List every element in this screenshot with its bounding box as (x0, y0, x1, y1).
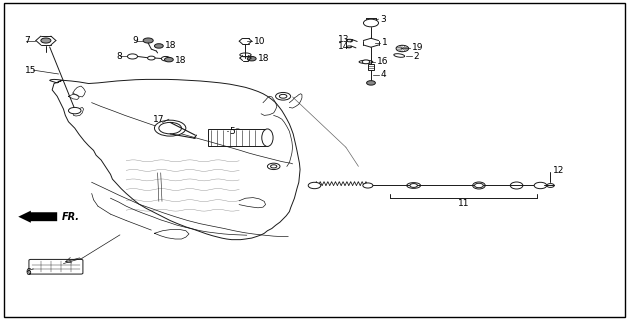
Text: 11: 11 (458, 198, 469, 207)
Circle shape (270, 165, 277, 168)
Ellipse shape (231, 129, 244, 147)
Text: 12: 12 (553, 166, 564, 175)
Text: 13: 13 (338, 35, 350, 44)
Circle shape (363, 183, 373, 188)
Circle shape (41, 38, 51, 43)
Ellipse shape (394, 54, 404, 57)
Text: 18: 18 (175, 56, 187, 65)
Text: 15: 15 (25, 66, 36, 75)
Ellipse shape (262, 129, 273, 147)
Ellipse shape (347, 46, 352, 48)
Ellipse shape (472, 182, 485, 189)
Ellipse shape (347, 39, 353, 42)
FancyBboxPatch shape (368, 64, 374, 70)
Text: 9: 9 (133, 36, 138, 45)
Text: 1: 1 (382, 38, 388, 47)
FancyArrow shape (18, 211, 57, 223)
Circle shape (547, 184, 554, 188)
Circle shape (276, 92, 291, 100)
Circle shape (267, 163, 280, 170)
Text: FR.: FR. (62, 212, 81, 222)
Ellipse shape (359, 60, 373, 63)
Text: 14: 14 (338, 42, 350, 52)
Circle shape (534, 182, 547, 189)
FancyBboxPatch shape (29, 260, 83, 274)
Circle shape (247, 56, 256, 61)
Circle shape (410, 184, 418, 188)
FancyBboxPatch shape (208, 129, 267, 147)
Text: 3: 3 (381, 15, 386, 24)
Text: 5: 5 (230, 127, 235, 136)
Circle shape (367, 81, 376, 85)
Circle shape (362, 60, 370, 64)
Circle shape (159, 123, 181, 134)
Text: 16: 16 (377, 57, 389, 66)
Text: 10: 10 (253, 37, 265, 46)
Circle shape (165, 57, 173, 62)
Text: 7: 7 (25, 36, 30, 45)
Circle shape (364, 19, 379, 27)
Ellipse shape (407, 183, 421, 188)
Circle shape (128, 54, 138, 59)
Text: 4: 4 (381, 70, 387, 79)
Circle shape (396, 45, 409, 52)
Text: 8: 8 (117, 52, 123, 61)
Text: 19: 19 (412, 43, 423, 52)
Circle shape (148, 56, 155, 60)
Text: 18: 18 (165, 41, 177, 51)
Circle shape (308, 182, 321, 189)
Text: 2: 2 (414, 52, 420, 60)
Circle shape (69, 108, 81, 114)
Circle shape (155, 120, 186, 136)
Circle shape (155, 44, 164, 48)
Circle shape (474, 183, 483, 188)
Circle shape (279, 94, 287, 98)
Text: 18: 18 (258, 54, 269, 63)
Circle shape (143, 38, 153, 43)
Circle shape (162, 56, 170, 61)
Ellipse shape (240, 53, 251, 57)
Ellipse shape (510, 182, 523, 189)
Text: 17: 17 (153, 115, 164, 124)
Text: 6: 6 (26, 268, 31, 277)
